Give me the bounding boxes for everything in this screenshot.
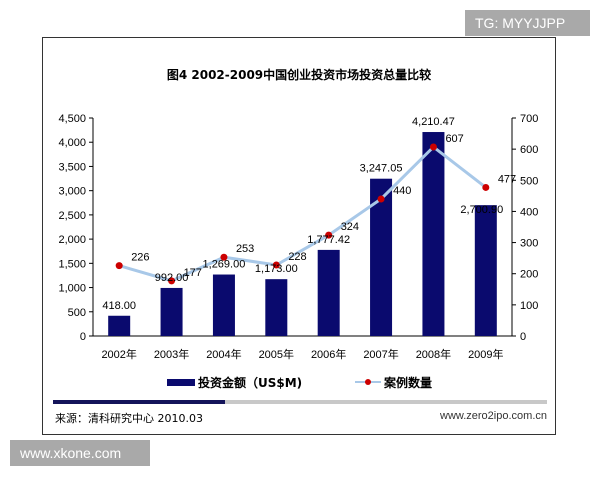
right-tick-label: 100 bbox=[520, 300, 538, 312]
line-data-label: 477 bbox=[498, 173, 516, 185]
line-data-label: 228 bbox=[288, 251, 306, 263]
line-point bbox=[482, 183, 490, 191]
x-tick-label: 2008年 bbox=[416, 347, 451, 361]
right-tick-label: 200 bbox=[520, 269, 538, 281]
line-point bbox=[168, 277, 176, 285]
bar-data-label: 418.00 bbox=[102, 300, 136, 312]
watermark-top: TG: MYYJJPP bbox=[465, 10, 590, 36]
bar bbox=[422, 132, 445, 336]
bar bbox=[370, 178, 393, 336]
line-data-label: 324 bbox=[341, 221, 359, 233]
chart-frame: 图4 2002-2009中国创业投资市场投资总量比较 来源：清科研究中心 201… bbox=[42, 37, 556, 435]
right-tick-label: 700 bbox=[520, 113, 538, 125]
line-data-label: 607 bbox=[445, 133, 463, 145]
right-tick-label: 600 bbox=[520, 144, 538, 156]
x-tick-label: 2009年 bbox=[468, 347, 503, 361]
bar-data-label: 2,700.90 bbox=[460, 204, 503, 216]
bar bbox=[317, 249, 340, 336]
bar bbox=[108, 315, 131, 336]
line-point bbox=[325, 231, 333, 239]
bar bbox=[160, 287, 183, 336]
left-tick-label: 3,500 bbox=[58, 161, 86, 173]
line-data-label: 177 bbox=[184, 267, 202, 279]
source-note: 来源：清科研究中心 2010.03 bbox=[55, 412, 203, 425]
bar-data-label: 1,269.00 bbox=[203, 259, 246, 271]
bar-data-label: 3,247.05 bbox=[360, 163, 403, 175]
line-data-label: 253 bbox=[236, 243, 254, 255]
source-url: www.zero2ipo.com.cn bbox=[440, 410, 547, 422]
right-tick-label: 500 bbox=[520, 175, 538, 187]
bar-data-label: 1,173.00 bbox=[255, 263, 298, 275]
x-tick-label: 2006年 bbox=[311, 347, 346, 361]
line-point bbox=[377, 195, 385, 203]
right-tick-label: 300 bbox=[520, 238, 538, 250]
left-tick-label: 3,000 bbox=[58, 186, 86, 198]
left-tick-label: 2,500 bbox=[58, 210, 86, 222]
legend-bar-label: 投资金额（US$M) bbox=[198, 375, 302, 390]
footer-bar-dark bbox=[53, 400, 225, 404]
left-tick-label: 4,000 bbox=[58, 137, 86, 149]
watermark-bottom: www.xkone.com bbox=[10, 440, 150, 466]
line-data-label: 226 bbox=[131, 252, 149, 264]
line-point bbox=[429, 143, 437, 151]
bar bbox=[212, 274, 235, 336]
bar bbox=[474, 205, 497, 336]
legend-bar-swatch bbox=[167, 379, 195, 386]
bar-data-label: 992.00 bbox=[155, 272, 189, 284]
left-tick-label: 500 bbox=[68, 307, 86, 319]
bar bbox=[265, 279, 288, 336]
x-tick-label: 2004年 bbox=[206, 347, 241, 361]
left-tick-label: 2,000 bbox=[58, 234, 86, 246]
x-tick-label: 2005年 bbox=[259, 347, 294, 361]
left-tick-label: 4,500 bbox=[58, 113, 86, 125]
case-count-line bbox=[118, 144, 487, 283]
line-point bbox=[115, 262, 123, 270]
x-tick-label: 2003年 bbox=[154, 347, 189, 361]
line-point bbox=[272, 261, 280, 269]
bar-data-label: 4,210.47 bbox=[412, 116, 455, 128]
legend-line-label: 案例数量 bbox=[383, 375, 432, 390]
right-tick-label: 400 bbox=[520, 206, 538, 218]
left-tick-label: 1,500 bbox=[58, 258, 86, 270]
left-tick-label: 0 bbox=[80, 331, 86, 343]
left-tick-label: 1,000 bbox=[58, 283, 86, 295]
x-tick-label: 2007年 bbox=[363, 347, 398, 361]
bar-data-label: 1,777.42 bbox=[307, 234, 350, 246]
right-tick-label: 0 bbox=[520, 331, 526, 343]
line-point bbox=[220, 253, 228, 261]
x-tick-label: 2002年 bbox=[101, 347, 136, 361]
footer-bar-light bbox=[225, 400, 547, 404]
chart-title: 图4 2002-2009中国创业投资市场投资总量比较 bbox=[166, 68, 432, 82]
legend-line-marker bbox=[365, 379, 371, 385]
line-data-label: 440 bbox=[393, 185, 411, 197]
